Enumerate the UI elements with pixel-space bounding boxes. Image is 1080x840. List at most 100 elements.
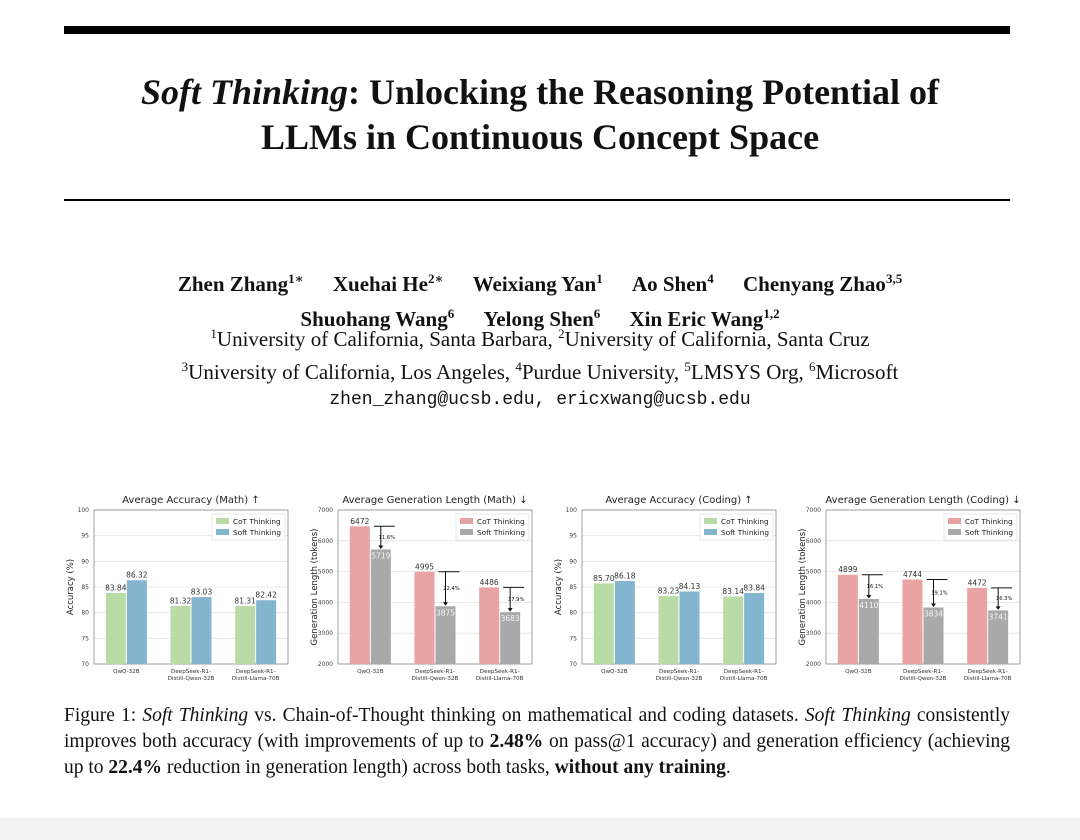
author: Weixiang Yan1 (472, 271, 603, 296)
bar-soft-thinking (614, 580, 635, 664)
author: Zhen Zhang1∗ (177, 271, 304, 296)
affiliation-text: University of California, Santa Barbara, (216, 327, 559, 351)
affiliation-mark: 4 (515, 359, 522, 374)
y-tick-label: 75 (81, 635, 89, 642)
bar-cot-thinking (967, 587, 988, 664)
contact-emails[interactable]: zhen_zhang@ucsb.edu, ericxwang@ucsb.edu (329, 390, 751, 410)
title-rest: : Unlocking the Reasoning Potential of (348, 72, 940, 112)
author-name: Zhen Zhang (177, 272, 289, 296)
bottom-rule (64, 199, 1010, 201)
x-tick-label: Distill-Llama-70B (964, 676, 1012, 682)
figure-1: Average Accuracy (Math) ↑ 70 75 80 85 90 95 100… (62, 490, 1022, 690)
legend-swatch (704, 529, 717, 535)
y-tick-label: 3000 (318, 630, 333, 637)
x-tick-label: QwQ-32B (357, 669, 384, 675)
data-label: 4110 (859, 601, 878, 610)
data-label: 6472 (350, 517, 369, 526)
y-tick-label: 6000 (318, 538, 333, 545)
caption-bold: without any training (554, 757, 726, 778)
x-tick-label: DeepSeek-R1- (903, 669, 943, 675)
legend-swatch (948, 518, 961, 524)
y-tick-label: 2000 (806, 661, 821, 668)
chart-2: Average Generation Length (Math) ↓ 2000 30… (310, 495, 533, 682)
bar-cot-thinking (105, 592, 126, 664)
author-name: Ao Shen (631, 272, 708, 296)
y-tick-label: 90 (569, 558, 577, 565)
plot-frame (581, 509, 777, 665)
data-label: 4744 (903, 570, 922, 579)
affiliations: 1University of California, Santa Barbara… (0, 320, 1080, 414)
legend-label: Soft Thinking (965, 528, 1013, 537)
top-rule (64, 26, 1010, 34)
chart-3: Average Accuracy (Coding) ↑ 70 75 80 85 90 95 1… (554, 495, 777, 682)
author-affiliation-mark: 1∗ (288, 271, 304, 286)
affiliation-text: Purdue University, (521, 360, 685, 384)
data-label: 4486 (480, 578, 499, 587)
x-tick-label: QwQ-32B (845, 669, 872, 675)
author-affiliation-mark: 1,2 (763, 306, 780, 321)
author-name: Weixiang Yan (472, 272, 597, 296)
caption-text: reduction in generation length) across b… (162, 757, 555, 778)
x-tick-label: Distill-Qwen-32B (656, 676, 703, 682)
plot-frame (93, 509, 289, 665)
chart-title: Average Generation Length (Coding) ↓ (825, 495, 1020, 506)
author-line-1: Zhen Zhang1∗ Xuehai He2∗ Weixiang Yan1 A… (0, 264, 1080, 299)
legend-swatch (216, 529, 229, 535)
chart-title: Average Generation Length (Math) ↓ (342, 495, 527, 506)
legend-swatch (216, 518, 229, 524)
data-label: 5719 (371, 551, 390, 560)
bar-cot-thinking (902, 579, 923, 664)
y-axis-label: Generation Length (tokens) (798, 529, 808, 646)
bar-cot-thinking (479, 587, 500, 664)
y-tick-label: 4000 (806, 599, 821, 606)
bar-soft-thinking (744, 592, 765, 664)
author: Shuohang Wang6 (300, 306, 454, 331)
x-tick-label: DeepSeek-R1- (659, 669, 699, 675)
author-affiliation-mark: 2∗ (427, 271, 444, 286)
caption-label: Figure 1: (64, 705, 143, 726)
caption-text: consistently improves both accuracy (wit… (64, 705, 1010, 752)
x-tick-label: Distill-Qwen-32B (412, 676, 459, 682)
caption-italic: Soft Thinking (804, 705, 911, 726)
affiliation-mark: 1 (210, 326, 217, 341)
legend-swatch (704, 518, 717, 524)
bar-soft-thinking (256, 600, 277, 664)
y-axis-label: Accuracy (%) (554, 559, 564, 615)
data-label: 83.03 (191, 588, 213, 597)
author: Yelong Shen6 (483, 306, 600, 331)
bar-soft-thinking (370, 549, 391, 664)
bar-soft-thinking (679, 591, 700, 664)
x-tick-label: DeepSeek-R1- (968, 669, 1008, 675)
author: Xuehai He2∗ (332, 271, 444, 296)
data-label: 4995 (415, 562, 434, 571)
y-tick-label: 80 (81, 610, 89, 617)
y-tick-label: 4000 (318, 599, 333, 606)
plot-frame (337, 509, 533, 665)
caption-text: vs. Chain-of-Thought thinking on mathema… (248, 705, 805, 726)
figure-1-charts: Average Accuracy (Math) ↑ 70 75 80 85 90 95 100… (66, 495, 1021, 682)
author-name: Xuehai He (332, 272, 428, 296)
bar-cot-thinking (593, 583, 614, 664)
x-tick-label: DeepSeek-R1- (415, 669, 455, 675)
legend-label: CoT Thinking (721, 517, 769, 526)
y-tick-label: 100 (78, 507, 90, 514)
bar-cot-thinking (837, 574, 858, 664)
x-tick-label: DeepSeek-R1- (724, 669, 764, 675)
y-tick-label: 90 (81, 558, 89, 565)
x-tick-label: QwQ-32B (601, 669, 628, 675)
data-label: 83.14 (722, 587, 744, 596)
author: Chenyang Zhao3,5 (743, 271, 902, 296)
reduction-label: 16.1% (867, 584, 884, 590)
reduction-arrowhead (866, 595, 872, 599)
legend-swatch (460, 518, 473, 524)
data-label: 85.70 (593, 574, 615, 583)
affiliation-mark: 3 (181, 359, 189, 374)
chart-4: Average Generation Length (Coding) ↓ 2000… (798, 495, 1021, 682)
affiliation-mark: 2 (558, 326, 565, 341)
bar-cot-thinking (170, 605, 191, 664)
y-tick-label: 95 (569, 533, 577, 540)
legend-box (211, 513, 286, 541)
title-emphasis: Soft Thinking (140, 72, 349, 112)
data-label: 3875 (436, 608, 455, 617)
y-tick-label: 100 (566, 507, 578, 514)
